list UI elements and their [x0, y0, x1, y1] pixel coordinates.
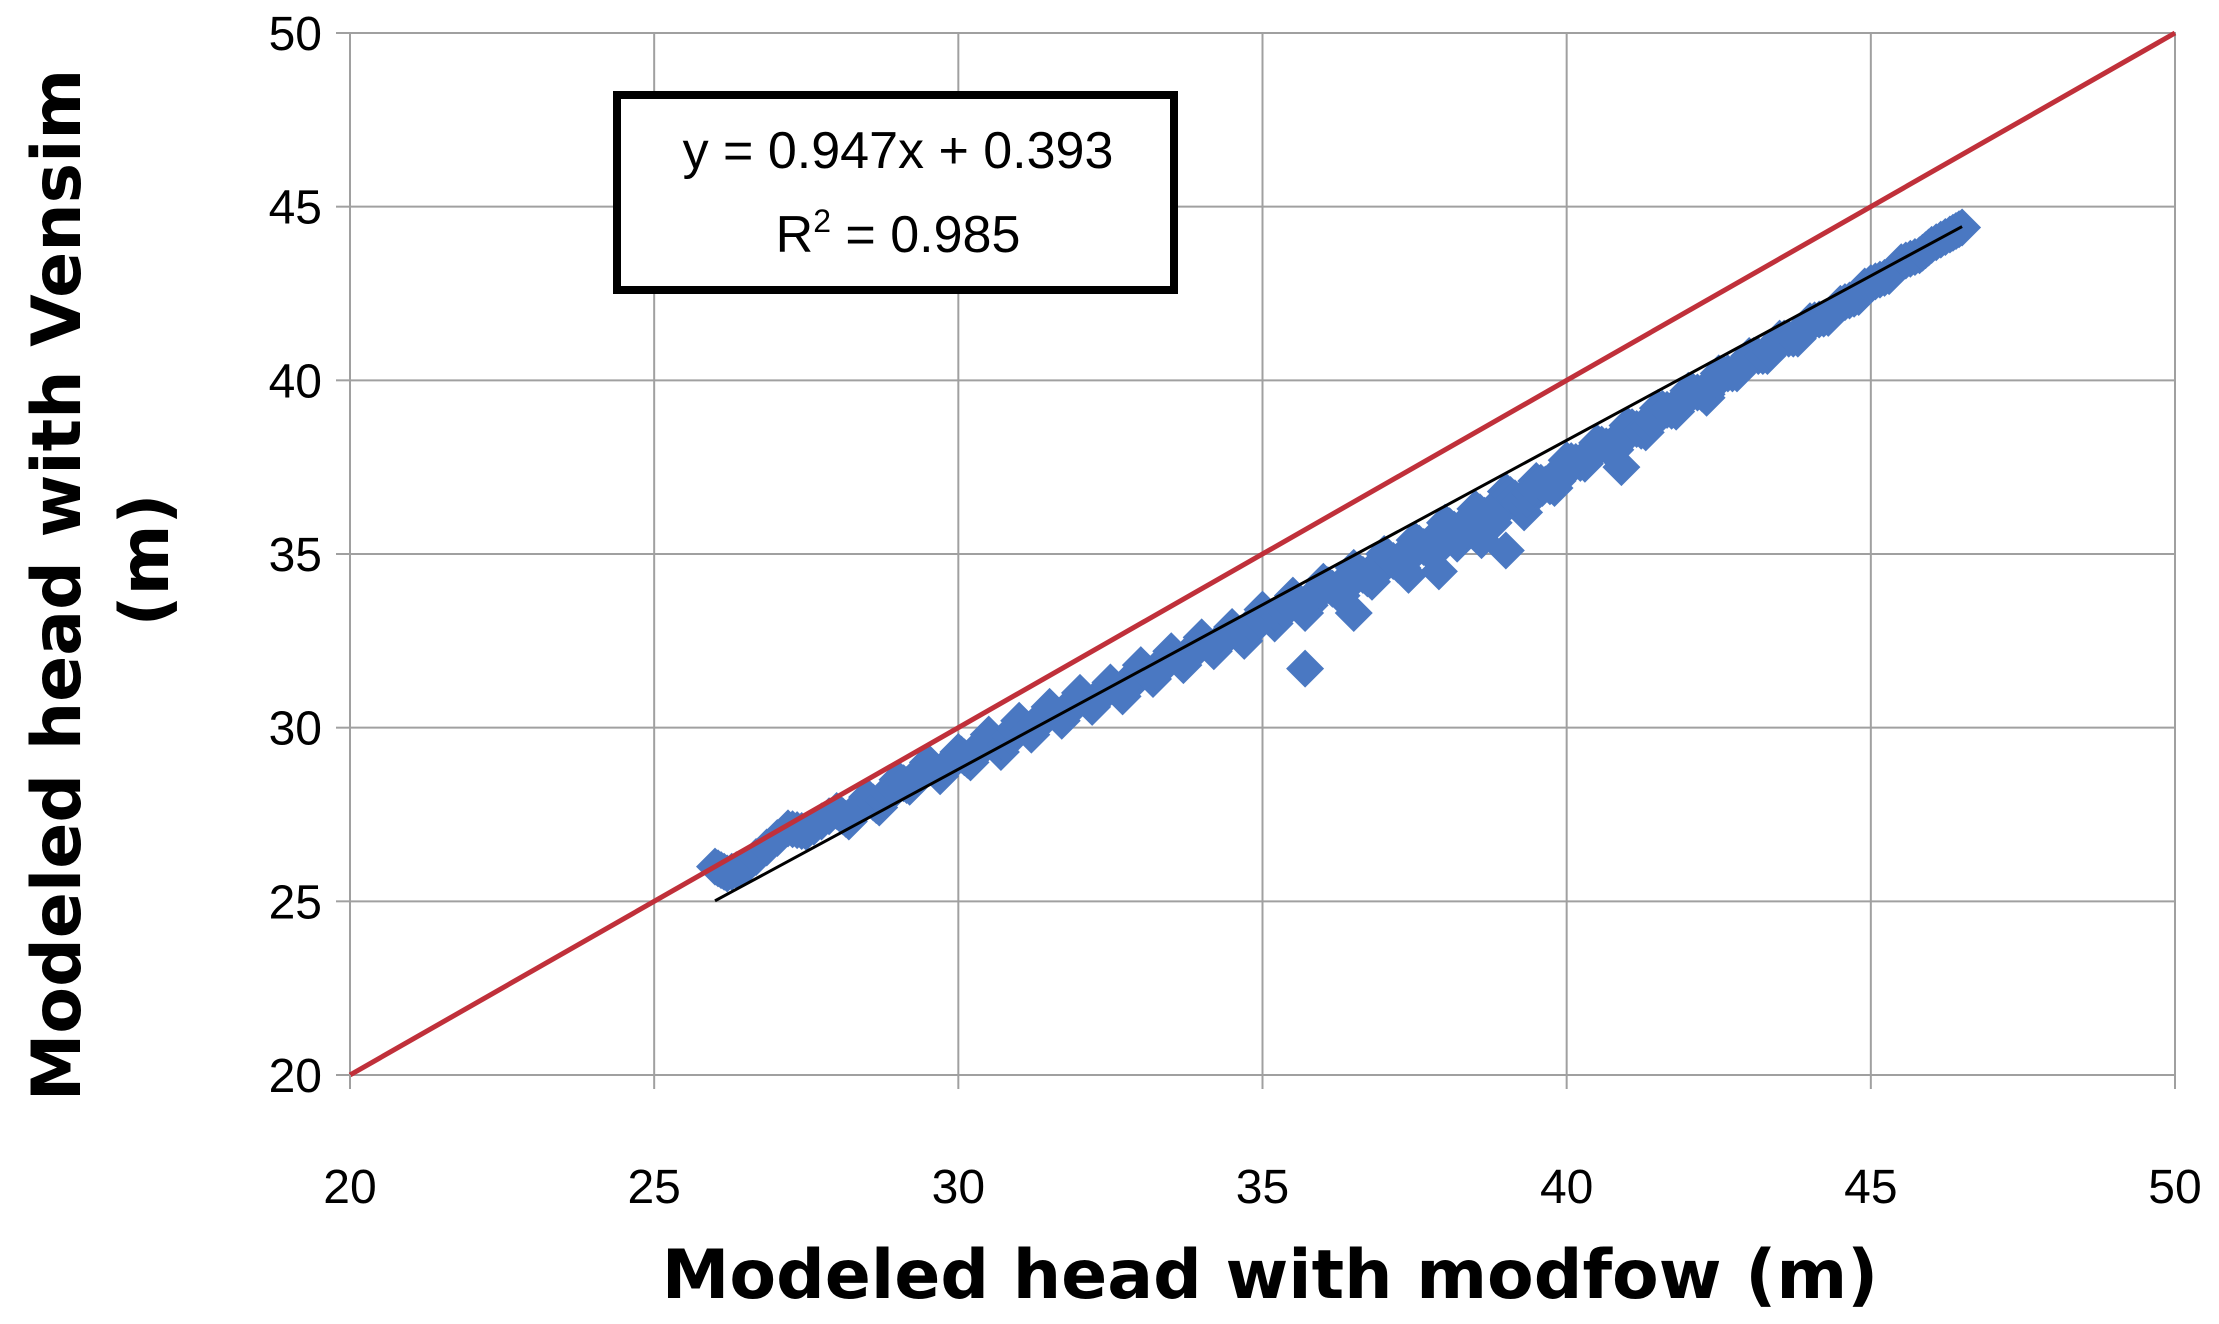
data-points [696, 208, 1982, 893]
x-tick-label: 35 [1236, 1161, 1289, 1214]
y-tick-label: 40 [269, 355, 322, 408]
y-tick-label: 25 [269, 876, 322, 929]
x-tick-labels: 20 25 30 35 40 45 50 [323, 1075, 2202, 1214]
x-tick-label: 30 [932, 1161, 985, 1214]
trendline [714, 225, 1963, 903]
y-tick-label: 45 [269, 182, 322, 235]
one-to-one-line [348, 30, 2177, 1078]
y-tick-label: 30 [269, 703, 322, 756]
y-tick-labels: 20 25 30 35 40 45 50 [269, 8, 350, 1103]
y-tick-label: 35 [269, 529, 322, 582]
x-tick-label: 40 [1540, 1161, 1593, 1214]
y-tick-label: 50 [269, 8, 322, 61]
x-tick-label: 45 [1844, 1161, 1897, 1214]
y-tick-label: 20 [269, 1050, 322, 1103]
y-axis-title: Modeled head with Vensim [18, 69, 97, 1102]
data-point [1486, 531, 1525, 570]
x-tick-label: 20 [323, 1161, 376, 1214]
equation-box: y = 0.947x + 0.393 R2 = 0.985 [613, 91, 1178, 294]
x-axis-title: Modeled head with modfow (m) [662, 1236, 1879, 1315]
equation-line: y = 0.947x + 0.393 [683, 122, 1114, 180]
r-squared-line: R2 = 0.985 [776, 203, 1021, 264]
x-tick-label: 25 [627, 1161, 680, 1214]
data-point [1286, 649, 1325, 688]
x-tick-label: 50 [2148, 1161, 2201, 1214]
y-axis-title-unit: (m) [106, 493, 185, 626]
